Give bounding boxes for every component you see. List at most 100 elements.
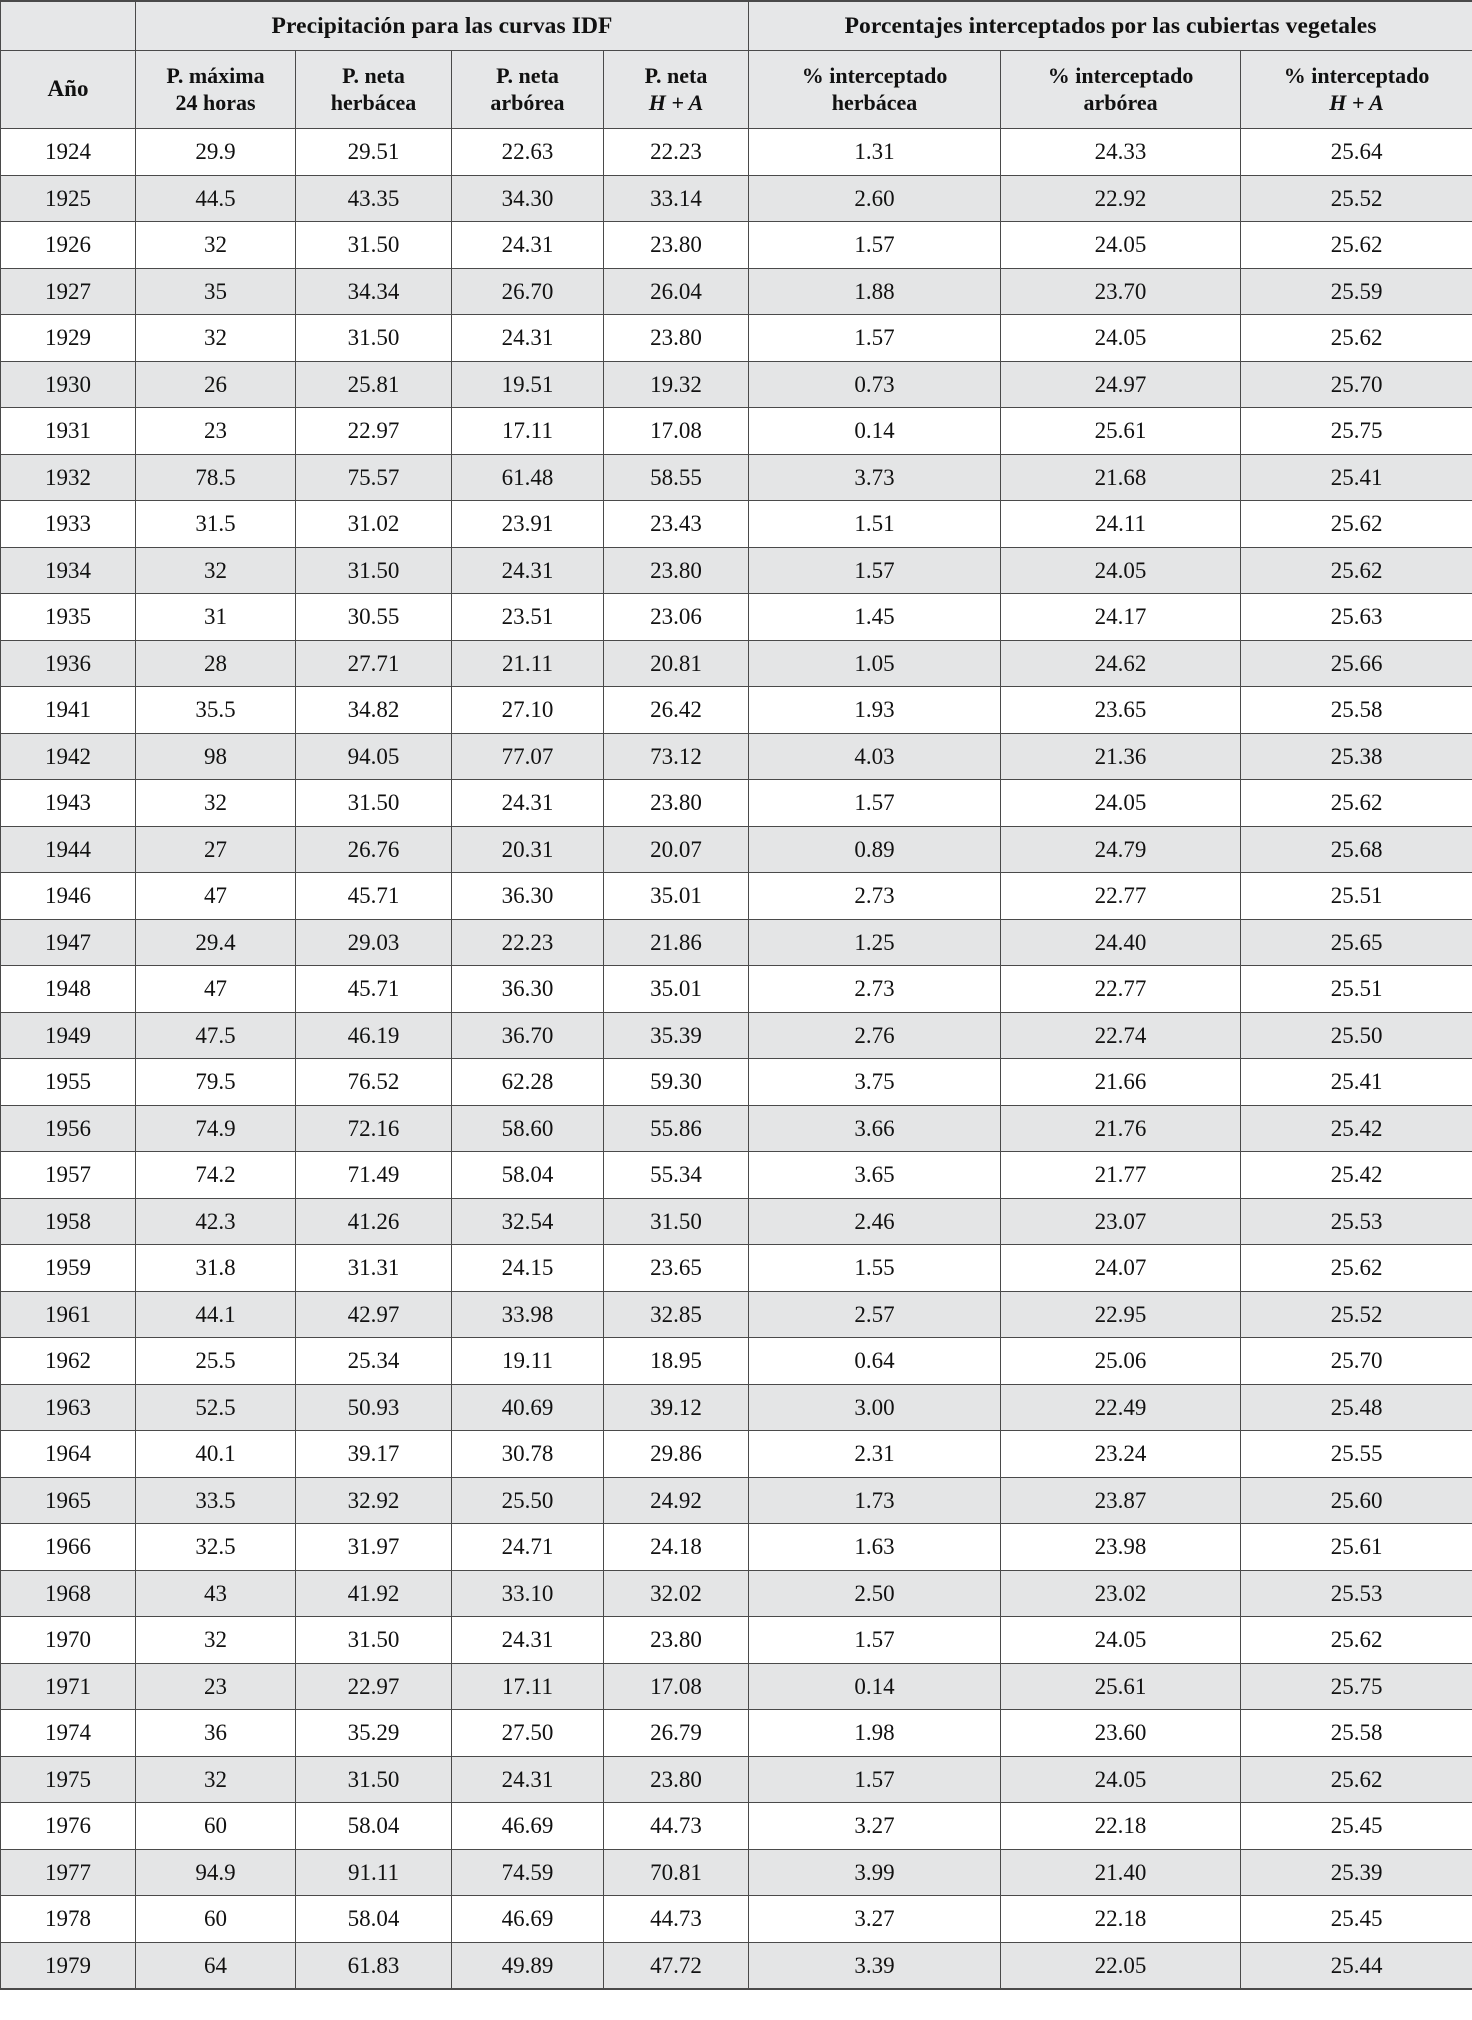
cell-pmax: 47 <box>135 965 296 1013</box>
cell-iarb: 24.79 <box>1000 825 1242 873</box>
cell-pherb: 31.50 <box>295 1755 452 1803</box>
cell-iarb: 23.65 <box>1000 686 1242 734</box>
cell-iarb: 23.07 <box>1000 1197 1242 1245</box>
cell-pha: 24.18 <box>602 1523 750 1571</box>
cell-parb: 46.69 <box>451 1895 604 1943</box>
table-row: 1943 32 31.50 24.31 23.80 1.57 24.05 25.62 <box>0 779 1472 827</box>
table-row: 1961 44.1 42.97 33.98 32.85 2.57 22.95 25.52 <box>0 1290 1472 1338</box>
cell-iha: 25.65 <box>1240 918 1472 966</box>
cell-pmax: 32 <box>135 546 296 594</box>
cell-parb: 32.54 <box>451 1197 604 1245</box>
cell-parb: 49.89 <box>451 1941 604 1990</box>
cell-pmax: 32 <box>135 1616 296 1664</box>
cell-pha: 73.12 <box>602 732 750 780</box>
cell-pherb: 46.19 <box>295 1011 452 1059</box>
column-header-p-neta-h-plus-a: P. neta H + A <box>602 50 750 129</box>
cell-iherb: 1.25 <box>748 918 1002 966</box>
corner-blank-cell <box>0 0 136 51</box>
cell-pherb: 94.05 <box>295 732 452 780</box>
cell-pha: 58.55 <box>602 453 750 501</box>
cell-ano: 1948 <box>0 965 136 1013</box>
cell-pha: 23.80 <box>602 1616 750 1664</box>
table-row: 1936 28 27.71 21.11 20.81 1.05 24.62 25.66 <box>0 639 1472 687</box>
cell-parb: 22.23 <box>451 918 604 966</box>
table-row: 1927 35 34.34 26.70 26.04 1.88 23.70 25.59 <box>0 267 1472 315</box>
cell-iha: 25.62 <box>1240 314 1472 362</box>
cell-pmax: 35.5 <box>135 686 296 734</box>
column-header-interceptado-herbacea: % interceptado herbácea <box>748 50 1002 129</box>
cell-pmax: 43 <box>135 1569 296 1617</box>
column-header-iarb-line1: % interceptado <box>1047 62 1194 88</box>
cell-pmax: 23 <box>135 407 296 455</box>
table-row: 1959 31.8 31.31 24.15 23.65 1.55 24.07 25.62 <box>0 1244 1472 1292</box>
cell-iherb: 1.98 <box>748 1709 1002 1757</box>
cell-iherb: 3.99 <box>748 1848 1002 1896</box>
table-row: 1947 29.4 29.03 22.23 21.86 1.25 24.40 25.65 <box>0 918 1472 966</box>
cell-iha: 25.44 <box>1240 1941 1472 1990</box>
column-header-pmax-line2: 24 horas <box>175 89 256 115</box>
cell-iherb: 2.73 <box>748 965 1002 1013</box>
cell-iarb: 22.77 <box>1000 965 1242 1013</box>
cell-pherb: 91.11 <box>295 1848 452 1896</box>
column-header-interceptado-h-plus-a: % interceptado H + A <box>1240 50 1472 129</box>
cell-iha: 25.52 <box>1240 1290 1472 1338</box>
cell-pherb: 42.97 <box>295 1290 452 1338</box>
cell-iarb: 22.92 <box>1000 174 1242 222</box>
cell-ano: 1943 <box>0 779 136 827</box>
cell-pha: 59.30 <box>602 1058 750 1106</box>
cell-iherb: 3.65 <box>748 1151 1002 1199</box>
column-header-iarb-line2: arbórea <box>1083 89 1158 115</box>
cell-iarb: 22.49 <box>1000 1383 1242 1431</box>
table-header: Precipitación para las curvas IDF Porcen… <box>0 0 1472 129</box>
cell-ano: 1946 <box>0 872 136 920</box>
cell-parb: 24.31 <box>451 221 604 269</box>
cell-iha: 25.68 <box>1240 825 1472 873</box>
cell-pmax: 25.5 <box>135 1337 296 1385</box>
table-row: 1979 64 61.83 49.89 47.72 3.39 22.05 25.44 <box>0 1941 1472 1990</box>
cell-pherb: 22.97 <box>295 407 452 455</box>
table-row: 1963 52.5 50.93 40.69 39.12 3.00 22.49 25.48 <box>0 1383 1472 1431</box>
cell-iarb: 23.02 <box>1000 1569 1242 1617</box>
cell-iha: 25.52 <box>1240 174 1472 222</box>
cell-pha: 21.86 <box>602 918 750 966</box>
cell-iha: 25.39 <box>1240 1848 1472 1896</box>
cell-iherb: 3.00 <box>748 1383 1002 1431</box>
cell-parb: 58.04 <box>451 1151 604 1199</box>
cell-pha: 20.07 <box>602 825 750 873</box>
cell-pherb: 25.81 <box>295 360 452 408</box>
cell-iha: 25.61 <box>1240 1523 1472 1571</box>
cell-iarb: 24.05 <box>1000 779 1242 827</box>
cell-pherb: 27.71 <box>295 639 452 687</box>
cell-pha: 17.08 <box>602 407 750 455</box>
cell-iha: 25.53 <box>1240 1569 1472 1617</box>
cell-parb: 33.98 <box>451 1290 604 1338</box>
cell-iherb: 1.57 <box>748 546 1002 594</box>
table-row: 1934 32 31.50 24.31 23.80 1.57 24.05 25.62 <box>0 546 1472 594</box>
cell-iha: 25.41 <box>1240 453 1472 501</box>
cell-iarb: 24.05 <box>1000 546 1242 594</box>
column-header-parb-line1: P. neta <box>496 62 559 88</box>
table-row: 1929 32 31.50 24.31 23.80 1.57 24.05 25.62 <box>0 314 1472 362</box>
cell-iarb: 24.07 <box>1000 1244 1242 1292</box>
cell-pmax: 44.5 <box>135 174 296 222</box>
cell-pmax: 35 <box>135 267 296 315</box>
cell-ano: 1927 <box>0 267 136 315</box>
column-header-pha-line2: H + A <box>648 89 704 115</box>
cell-pmax: 32 <box>135 779 296 827</box>
cell-pmax: 31 <box>135 593 296 641</box>
cell-pmax: 32 <box>135 1755 296 1803</box>
cell-pha: 35.39 <box>602 1011 750 1059</box>
cell-pherb: 58.04 <box>295 1895 452 1943</box>
cell-iha: 25.70 <box>1240 360 1472 408</box>
group-header-precipitacion-idf: Precipitación para las curvas IDF <box>134 0 750 51</box>
column-header-interceptado-arborea: % interceptado arbórea <box>1000 50 1242 129</box>
cell-iha: 25.62 <box>1240 1616 1472 1664</box>
cell-pha: 55.34 <box>602 1151 750 1199</box>
cell-pherb: 31.50 <box>295 221 452 269</box>
table-row: 1925 44.5 43.35 34.30 33.14 2.60 22.92 25.52 <box>0 174 1472 222</box>
cell-ano: 1935 <box>0 593 136 641</box>
cell-parb: 34.30 <box>451 174 604 222</box>
cell-ano: 1961 <box>0 1290 136 1338</box>
cell-ano: 1944 <box>0 825 136 873</box>
cell-pmax: 23 <box>135 1662 296 1710</box>
